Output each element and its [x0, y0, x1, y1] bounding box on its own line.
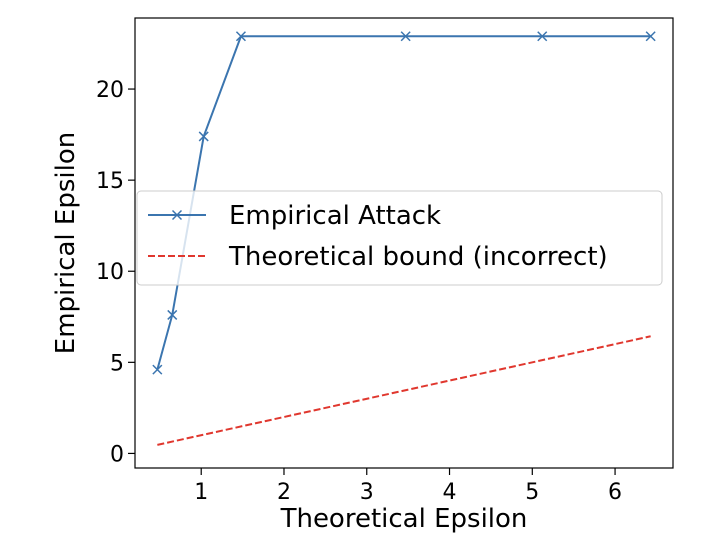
y-tick-label: 15 — [96, 169, 124, 194]
x-tick-label: 5 — [525, 480, 539, 505]
data-point — [537, 31, 548, 42]
data-point — [198, 131, 209, 142]
data-point — [400, 31, 411, 42]
legend-label: Theoretical bound (incorrect) — [228, 242, 608, 272]
legend-label: Empirical Attack — [229, 201, 441, 231]
y-tick-label: 0 — [110, 442, 124, 467]
data-point — [645, 31, 656, 42]
x-axis-label: Theoretical Epsilon — [280, 504, 528, 534]
plot-frame — [134, 17, 674, 469]
y-tick-label: 10 — [96, 260, 124, 285]
x-tick-label: 1 — [194, 480, 208, 505]
y-axis-ticks: 0 5 10 15 20 — [96, 78, 135, 467]
data-point — [235, 31, 246, 42]
x-tick-label: 2 — [277, 480, 291, 505]
x-tick-label: 4 — [443, 480, 457, 505]
axes — [134, 17, 674, 469]
legend: Empirical Attack Theoretical bound (incor… — [136, 190, 663, 286]
legend-box — [136, 190, 663, 286]
x-tick-label: 6 — [608, 480, 622, 505]
y-axis-label: Empirical Epsilon — [51, 132, 81, 354]
data-point — [152, 364, 163, 375]
data-point — [167, 309, 178, 320]
plot-area — [152, 31, 656, 446]
x-axis-ticks: 1 2 3 4 5 6 — [194, 468, 622, 505]
legend-marker — [171, 209, 183, 221]
y-tick-label: 20 — [96, 78, 124, 103]
y-tick-label: 5 — [110, 351, 124, 376]
series-line-1 — [157, 335, 651, 446]
x-tick-label: 3 — [360, 480, 374, 505]
